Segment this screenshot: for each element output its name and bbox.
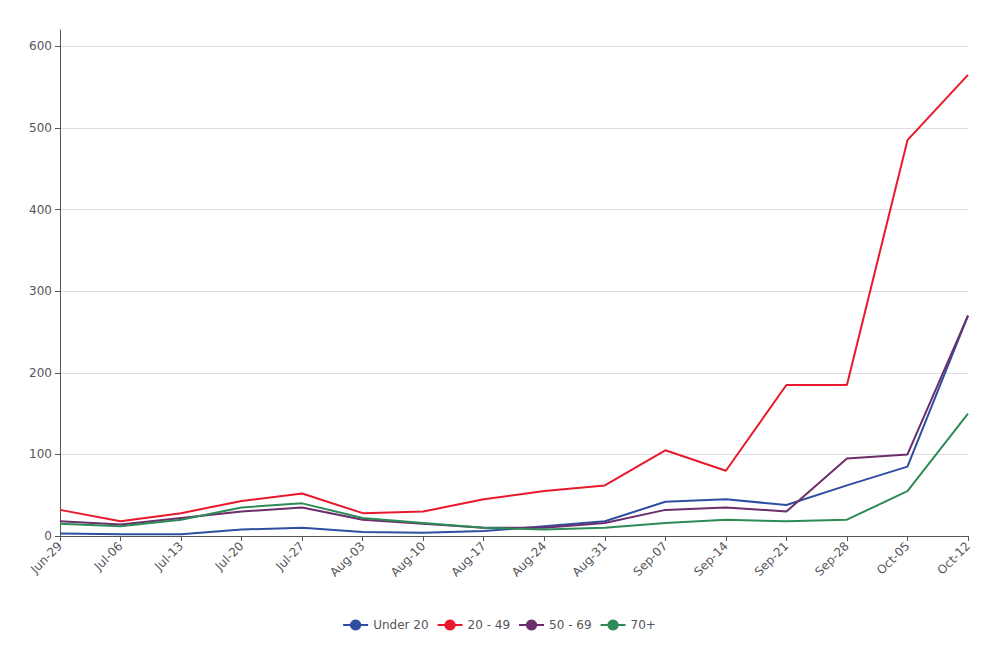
svg-text:Under 20: Under 20 [373,618,428,632]
svg-text:Sep-28: Sep-28 [812,539,852,579]
svg-text:Aug-31: Aug-31 [569,539,609,579]
svg-text:Jul-27: Jul-27 [272,539,307,574]
svg-text:200: 200 [29,366,52,380]
svg-text:300: 300 [29,284,52,298]
svg-text:20 - 49: 20 - 49 [468,618,511,632]
svg-text:Oct-12: Oct-12 [935,539,973,577]
svg-text:Aug-03: Aug-03 [327,539,367,579]
svg-text:Jun-29: Jun-29 [27,539,65,577]
svg-text:Oct-05: Oct-05 [874,539,912,577]
svg-text:Aug-10: Aug-10 [388,539,428,579]
svg-text:Jul-06: Jul-06 [91,539,126,574]
svg-text:Sep-21: Sep-21 [752,539,792,579]
svg-text:600: 600 [29,39,52,53]
svg-text:Aug-24: Aug-24 [509,539,549,579]
svg-text:Aug-17: Aug-17 [448,539,488,579]
svg-text:Sep-07: Sep-07 [631,539,671,579]
svg-text:500: 500 [29,121,52,135]
svg-text:Jul-20: Jul-20 [212,539,247,574]
svg-text:400: 400 [29,203,52,217]
svg-text:50 - 69: 50 - 69 [549,618,592,632]
svg-text:100: 100 [29,447,52,461]
svg-text:70+: 70+ [631,618,656,632]
svg-text:0: 0 [44,529,52,543]
svg-text:Sep-14: Sep-14 [691,539,731,579]
svg-text:Jul-13: Jul-13 [151,539,186,574]
